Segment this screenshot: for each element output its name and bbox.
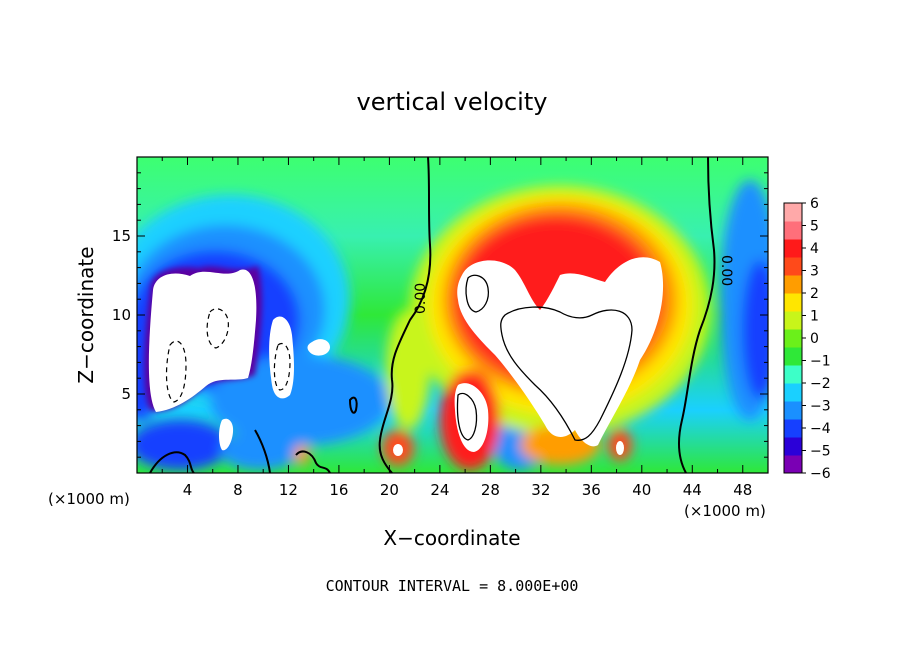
colorbar-swatch bbox=[784, 311, 802, 330]
colorbar-swatch bbox=[784, 401, 802, 420]
x-tick-label: 40 bbox=[632, 481, 651, 499]
colorbar-swatch bbox=[784, 419, 802, 438]
colorbar-swatch bbox=[784, 257, 802, 276]
contour-lines bbox=[149, 157, 716, 473]
colorbar-tick-label: −6 bbox=[810, 466, 831, 482]
colorbar-tick-label: −4 bbox=[810, 421, 831, 437]
colorbar-swatch bbox=[784, 455, 802, 474]
colorbar-tick-label: 6 bbox=[810, 196, 819, 212]
colorbar-tick-label: 3 bbox=[810, 264, 819, 280]
contour-interval-note: CONTOUR INTERVAL = 8.000E+00 bbox=[325, 577, 579, 595]
contour-label-left: 0.00 bbox=[413, 283, 429, 314]
x-tick-label: 32 bbox=[531, 481, 550, 499]
x-tick-label: 20 bbox=[380, 481, 399, 499]
colorbar-swatch bbox=[784, 347, 802, 366]
colorbar-tick-label: −1 bbox=[810, 354, 831, 370]
colorbar-swatch bbox=[784, 365, 802, 384]
x-axis-ticks: 4 8 12 16 20 24 28 32 36 40 44 48 bbox=[161, 157, 769, 499]
y-axis-ticks: 5 10 15 bbox=[112, 172, 768, 458]
x-tick-label: 8 bbox=[233, 481, 243, 499]
colorbar-swatch bbox=[784, 239, 802, 258]
y-axis-label: Z−coordinate bbox=[74, 246, 98, 384]
x-tick-label: 12 bbox=[279, 481, 298, 499]
colorbar-tick-label: 5 bbox=[810, 219, 819, 235]
heatmap-field bbox=[137, 157, 768, 473]
y-tick-label: 15 bbox=[112, 227, 131, 245]
x-tick-label: 24 bbox=[430, 481, 449, 499]
x-unit-label-left: (×1000 m) bbox=[48, 490, 130, 508]
colorbar-tick-label: 2 bbox=[810, 286, 819, 302]
colorbar-swatch bbox=[784, 221, 802, 240]
x-tick-label: 44 bbox=[683, 481, 702, 499]
colorbar-swatch bbox=[784, 437, 802, 456]
colorbar-tick-label: −3 bbox=[810, 399, 831, 415]
y-tick-label: 5 bbox=[121, 385, 131, 403]
colorbar-swatch bbox=[784, 275, 802, 294]
colorbar-tick-label: 4 bbox=[810, 241, 819, 257]
x-axis-label: X−coordinate bbox=[383, 526, 521, 550]
colorbar-swatch bbox=[784, 293, 802, 312]
colorbar-tick-label: 0 bbox=[810, 331, 819, 347]
colorbar-swatch bbox=[784, 203, 802, 222]
x-unit-label-right: (×1000 m) bbox=[684, 502, 766, 520]
x-tick-label: 4 bbox=[183, 481, 193, 499]
y-tick-label: 10 bbox=[112, 306, 131, 324]
colorbar-tick-label: 1 bbox=[810, 309, 819, 325]
colorbar-tick-label: −5 bbox=[810, 444, 831, 460]
colorbar: 6 5 4 3 2 1 0 −1 −2 −3 −4 −5 −6 bbox=[783, 196, 831, 482]
colorbar-swatch bbox=[784, 329, 802, 348]
x-tick-label: 28 bbox=[481, 481, 500, 499]
chart-title: vertical velocity bbox=[356, 88, 548, 116]
contour-label-right: 0.00 bbox=[718, 255, 734, 286]
colorbar-swatch bbox=[784, 383, 802, 402]
colorbar-tick-label: −2 bbox=[810, 376, 831, 392]
x-tick-label: 36 bbox=[582, 481, 601, 499]
x-tick-label: 48 bbox=[733, 481, 752, 499]
x-tick-label: 16 bbox=[329, 481, 348, 499]
